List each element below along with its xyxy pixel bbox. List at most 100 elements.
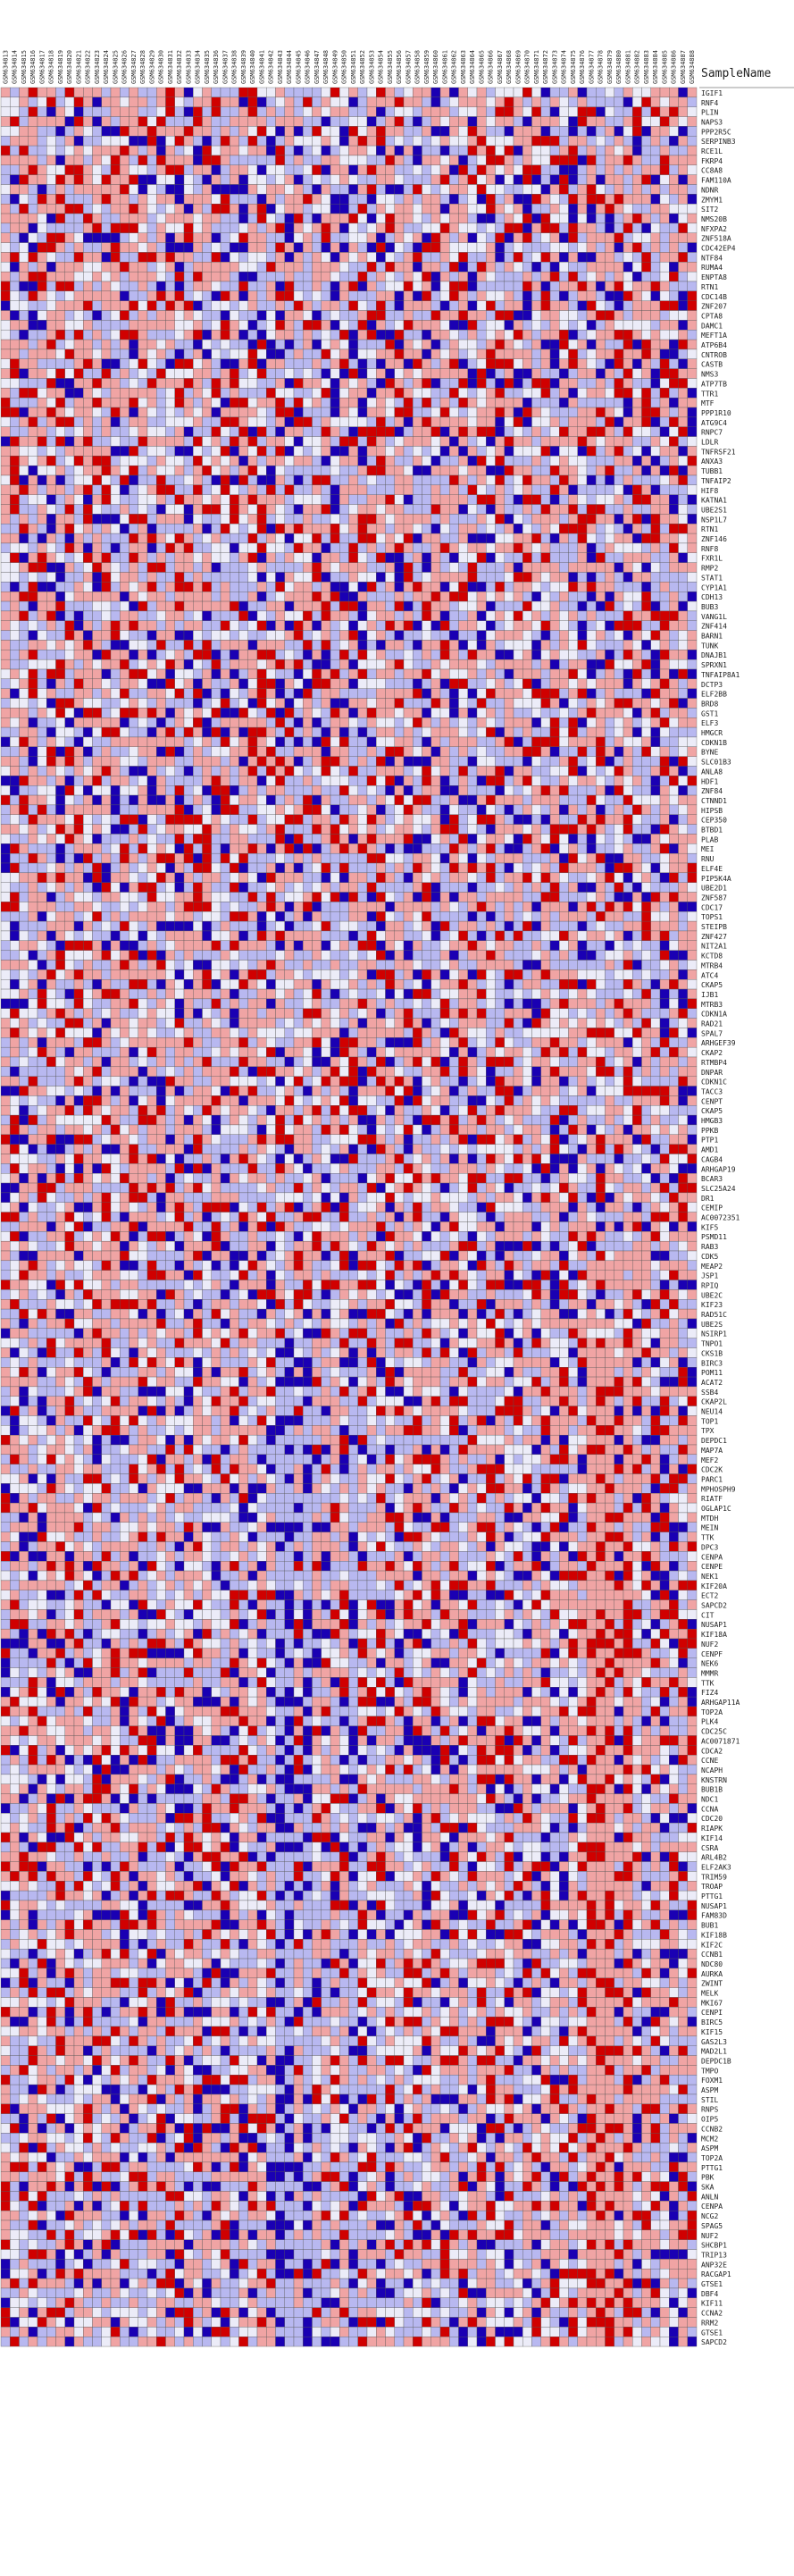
heatmap-cell bbox=[266, 533, 275, 543]
heatmap-cell bbox=[486, 291, 495, 301]
sample-label: GSM634819 bbox=[57, 50, 64, 84]
heatmap-cell bbox=[651, 117, 660, 127]
heatmap-cell bbox=[578, 262, 587, 272]
heatmap-cell bbox=[203, 533, 212, 543]
heatmap-cell bbox=[431, 301, 440, 311]
heatmap-cell bbox=[395, 88, 404, 97]
heatmap-cell bbox=[303, 601, 312, 611]
heatmap-cell bbox=[486, 301, 495, 311]
heatmap-cell bbox=[623, 262, 632, 272]
heatmap-cell bbox=[642, 117, 651, 127]
heatmap-cell bbox=[147, 233, 156, 243]
heatmap-cell bbox=[322, 592, 330, 601]
heatmap-cell bbox=[248, 592, 257, 601]
heatmap-cell bbox=[505, 204, 514, 214]
heatmap-cell bbox=[413, 485, 422, 495]
heatmap-cell bbox=[285, 689, 294, 699]
heatmap-cell bbox=[303, 165, 312, 175]
heatmap-cell bbox=[623, 475, 632, 485]
heatmap-cell bbox=[358, 359, 367, 369]
heatmap-cell bbox=[175, 165, 184, 175]
heatmap-cell bbox=[358, 311, 367, 321]
heatmap-cell bbox=[147, 514, 156, 524]
heatmap-cell bbox=[688, 592, 697, 601]
heatmap-cell bbox=[20, 126, 29, 136]
heatmap-cell bbox=[93, 194, 102, 204]
heatmap-cell bbox=[65, 679, 74, 689]
heatmap-cell bbox=[130, 301, 138, 311]
heatmap-cell bbox=[29, 631, 38, 641]
heatmap-cell bbox=[449, 369, 458, 379]
heatmap-cell bbox=[569, 204, 578, 214]
heatmap-cell bbox=[257, 640, 266, 650]
heatmap-cell bbox=[239, 514, 248, 524]
heatmap-cell bbox=[449, 446, 458, 456]
heatmap-cell bbox=[606, 291, 614, 301]
heatmap-cell bbox=[358, 214, 367, 223]
heatmap-cell bbox=[10, 679, 19, 689]
heatmap-cell bbox=[578, 640, 587, 650]
heatmap-cell bbox=[587, 679, 596, 689]
heatmap-cell bbox=[679, 291, 688, 301]
heatmap-cell bbox=[459, 88, 468, 97]
heatmap-cell bbox=[184, 533, 193, 543]
heatmap-cell bbox=[623, 505, 632, 515]
heatmap-cell bbox=[266, 689, 275, 699]
heatmap-cell bbox=[46, 175, 55, 185]
heatmap-cell bbox=[83, 505, 92, 515]
heatmap-cell bbox=[294, 243, 303, 253]
sample-label: GSM634874 bbox=[561, 50, 568, 84]
heatmap-cell bbox=[1, 330, 10, 340]
heatmap-cell bbox=[431, 398, 440, 407]
heatmap-cell bbox=[550, 563, 559, 573]
heatmap-cell bbox=[166, 194, 175, 204]
heatmap-cell bbox=[83, 252, 92, 262]
heatmap-cell bbox=[1, 456, 10, 466]
heatmap-cell bbox=[138, 456, 147, 466]
heatmap-cell bbox=[404, 369, 413, 379]
heatmap-cell bbox=[339, 126, 348, 136]
heatmap-cell bbox=[559, 262, 568, 272]
heatmap-cell bbox=[569, 679, 578, 689]
heatmap-cell bbox=[422, 252, 431, 262]
heatmap-cell bbox=[74, 194, 83, 204]
heatmap-cell bbox=[313, 223, 322, 233]
heatmap-cell bbox=[74, 291, 83, 301]
heatmap-cell bbox=[459, 456, 468, 466]
heatmap-cell bbox=[669, 495, 678, 505]
heatmap-cell bbox=[440, 417, 449, 427]
heatmap-cell bbox=[587, 592, 596, 601]
heatmap-cell bbox=[330, 311, 339, 321]
heatmap-cell bbox=[477, 155, 486, 165]
heatmap-cell bbox=[322, 533, 330, 543]
heatmap-cell bbox=[486, 553, 495, 563]
heatmap-cell bbox=[313, 262, 322, 272]
heatmap-cell bbox=[404, 340, 413, 349]
heatmap-cell bbox=[221, 533, 230, 543]
heatmap-cell bbox=[285, 524, 294, 533]
heatmap-cell bbox=[212, 553, 221, 563]
heatmap-cell bbox=[221, 388, 230, 398]
heatmap-cell bbox=[138, 155, 147, 165]
heatmap-cell bbox=[587, 689, 596, 699]
heatmap-cell bbox=[203, 165, 212, 175]
heatmap-cell bbox=[505, 320, 514, 330]
heatmap-cell bbox=[440, 204, 449, 214]
heatmap-cell bbox=[93, 262, 102, 272]
heatmap-cell bbox=[111, 533, 120, 543]
heatmap-cell bbox=[56, 708, 65, 717]
heatmap-cell bbox=[166, 495, 175, 505]
heatmap-cell bbox=[669, 573, 678, 583]
heatmap-cell bbox=[532, 311, 541, 321]
heatmap-cell bbox=[532, 194, 541, 204]
heatmap-cell bbox=[29, 495, 38, 505]
heatmap-cell bbox=[184, 340, 193, 349]
heatmap-cell bbox=[569, 175, 578, 185]
heatmap-cell bbox=[431, 699, 440, 709]
heatmap-cell bbox=[642, 505, 651, 515]
heatmap-cell bbox=[550, 204, 559, 214]
heatmap-cell bbox=[358, 398, 367, 407]
heatmap-cell bbox=[166, 446, 175, 456]
heatmap-cell bbox=[614, 262, 623, 272]
heatmap-cell bbox=[688, 631, 697, 641]
